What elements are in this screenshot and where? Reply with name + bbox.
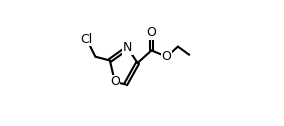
Text: O: O: [147, 26, 156, 39]
Text: N: N: [123, 41, 132, 54]
Text: O: O: [162, 50, 172, 63]
Text: O: O: [110, 75, 120, 88]
Text: Cl: Cl: [80, 33, 93, 46]
